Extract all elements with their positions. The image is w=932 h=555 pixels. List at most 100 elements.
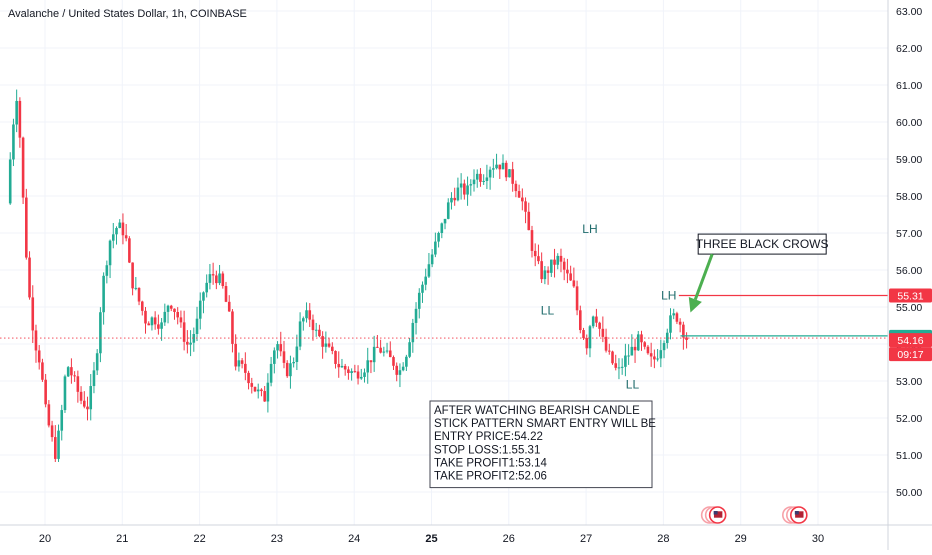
candle[interactable] (585, 334, 589, 355)
candle[interactable] (47, 400, 51, 428)
candle[interactable] (12, 118, 15, 167)
candle[interactable] (266, 373, 270, 413)
candle[interactable] (166, 304, 170, 324)
candle[interactable] (121, 213, 125, 245)
candle[interactable] (334, 350, 337, 369)
candle[interactable] (50, 420, 54, 442)
candle[interactable] (305, 302, 308, 323)
candle[interactable] (15, 89, 18, 133)
candle[interactable] (388, 341, 392, 358)
candle[interactable] (405, 354, 408, 371)
candle[interactable] (440, 222, 444, 239)
candle[interactable] (124, 223, 128, 242)
candle[interactable] (292, 357, 295, 368)
candle[interactable] (37, 345, 41, 370)
candle[interactable] (517, 184, 521, 198)
candle[interactable] (350, 368, 353, 381)
candle[interactable] (179, 310, 183, 328)
candle[interactable] (250, 377, 254, 394)
candle[interactable] (79, 386, 83, 405)
candle[interactable] (601, 316, 605, 343)
candle[interactable] (89, 374, 93, 421)
candle[interactable] (240, 357, 244, 369)
candle[interactable] (330, 342, 334, 355)
candle[interactable] (324, 331, 328, 353)
candle[interactable] (411, 318, 415, 353)
candle[interactable] (540, 252, 543, 283)
candle[interactable] (308, 303, 312, 327)
candle[interactable] (530, 225, 534, 258)
candle[interactable] (656, 349, 659, 362)
candle[interactable] (131, 262, 134, 296)
candle[interactable] (269, 356, 273, 387)
candle[interactable] (128, 236, 131, 264)
candle[interactable] (579, 305, 582, 334)
candle[interactable] (150, 316, 154, 331)
candle[interactable] (414, 302, 418, 335)
candle[interactable] (588, 324, 592, 358)
candle[interactable] (398, 363, 402, 388)
candle[interactable] (379, 339, 382, 354)
candle[interactable] (347, 366, 350, 380)
candle[interactable] (41, 358, 44, 382)
candle[interactable] (392, 355, 395, 371)
callout-box[interactable] (697, 233, 827, 255)
candles[interactable] (8, 89, 688, 462)
candle[interactable] (485, 164, 489, 190)
candle[interactable] (208, 264, 212, 290)
candle[interactable] (76, 370, 80, 403)
candle[interactable] (137, 287, 141, 306)
candle[interactable] (295, 334, 299, 371)
candle[interactable] (302, 316, 305, 331)
candle[interactable] (160, 318, 163, 341)
candle[interactable] (147, 321, 151, 326)
candle[interactable] (247, 370, 250, 390)
candle[interactable] (434, 232, 437, 258)
candle[interactable] (215, 270, 218, 290)
candle[interactable] (311, 314, 315, 341)
candle[interactable] (562, 257, 566, 281)
candle[interactable] (95, 349, 99, 376)
candle[interactable] (511, 161, 514, 192)
candle[interactable] (140, 300, 144, 316)
candle[interactable] (337, 351, 341, 378)
candle[interactable] (211, 262, 215, 285)
candle[interactable] (408, 337, 411, 359)
candle[interactable] (218, 264, 221, 286)
candle[interactable] (289, 355, 292, 389)
candle[interactable] (649, 342, 653, 367)
candle[interactable] (669, 308, 672, 340)
candle[interactable] (479, 168, 482, 187)
candle[interactable] (672, 308, 676, 320)
candle[interactable] (463, 179, 466, 200)
candle[interactable] (205, 274, 208, 298)
candle[interactable] (102, 272, 105, 325)
candle[interactable] (263, 385, 266, 402)
candle[interactable] (227, 295, 231, 312)
candle[interactable] (492, 158, 495, 178)
candle[interactable] (282, 340, 286, 369)
candle[interactable] (163, 303, 167, 326)
candle[interactable] (57, 424, 60, 462)
candle[interactable] (115, 226, 118, 245)
candle[interactable] (640, 330, 643, 351)
candle[interactable] (237, 352, 241, 372)
candle[interactable] (176, 307, 179, 325)
candle[interactable] (366, 347, 370, 384)
candle[interactable] (501, 154, 505, 170)
annotations[interactable]: LH LL LL LH THREE BLACK CROWS AFTER WATCHING … (429, 222, 829, 524)
candle[interactable] (553, 248, 556, 278)
candle[interactable] (202, 291, 205, 314)
candle[interactable] (279, 331, 283, 357)
candle[interactable] (607, 343, 611, 355)
candle[interactable] (636, 330, 640, 352)
candle[interactable] (624, 343, 627, 377)
candle[interactable] (31, 285, 35, 344)
candle[interactable] (86, 396, 89, 421)
candle[interactable] (224, 281, 228, 303)
candle[interactable] (620, 358, 624, 375)
candle[interactable] (446, 198, 450, 220)
candle[interactable] (221, 271, 225, 289)
candle[interactable] (276, 341, 279, 359)
candle[interactable] (450, 192, 453, 210)
